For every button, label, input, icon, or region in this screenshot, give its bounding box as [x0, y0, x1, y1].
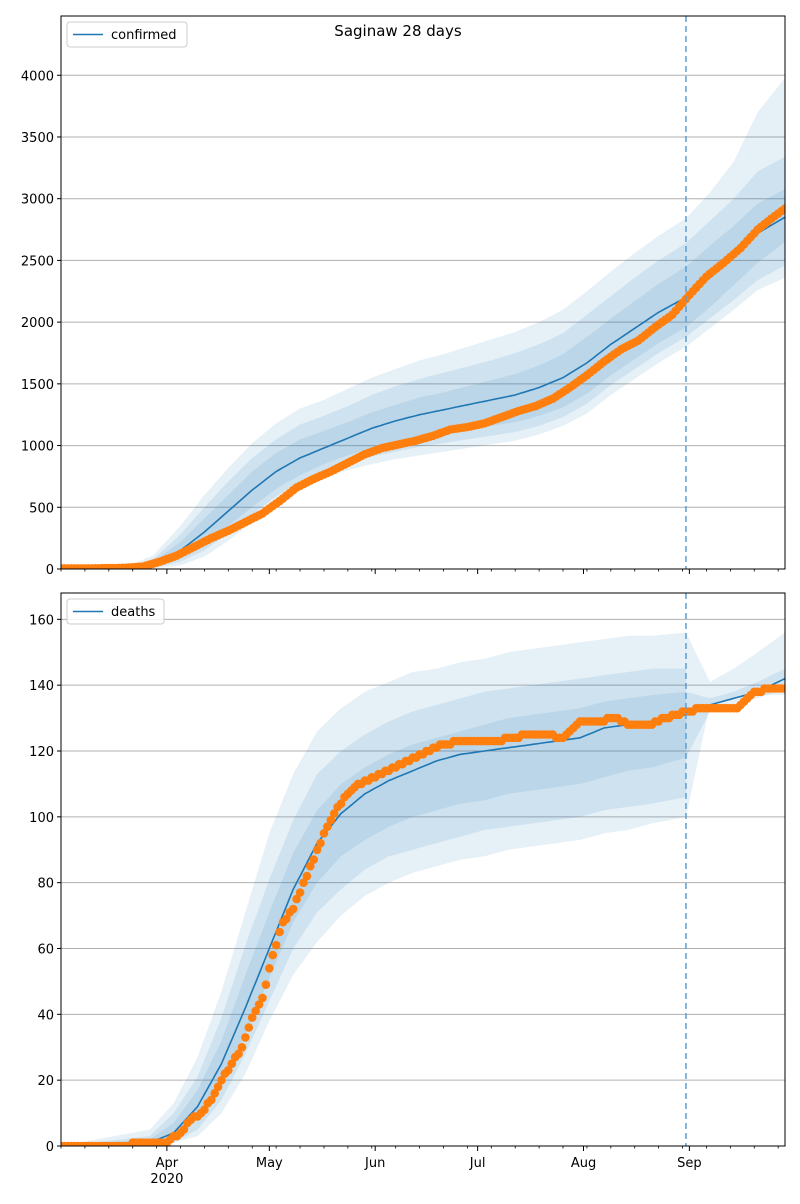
y-tick-label: 500	[29, 501, 54, 516]
observed-point	[213, 1082, 223, 1092]
observed-point	[326, 815, 336, 825]
legend-label: confirmed	[111, 28, 177, 43]
observed-point	[200, 1105, 209, 1115]
observed-point	[271, 940, 281, 950]
y-tick-label: 3500	[21, 131, 54, 146]
observed-point	[309, 855, 319, 864]
plot-area	[61, 77, 785, 569]
y-tick-label: 3000	[21, 193, 54, 208]
observed-point	[780, 684, 785, 693]
legend: confirmed	[66, 21, 188, 48]
observed-point	[179, 1125, 189, 1134]
observed-point	[244, 1023, 254, 1032]
x-tick-label: Jul	[469, 1156, 486, 1171]
observed-series	[61, 684, 785, 1146]
deaths-panel: 0 20 40 60 80 100 120 140 160 Apr May Jun Jul Aug Sep 2…	[29, 592, 786, 1187]
y-tick-label: 60	[37, 943, 54, 958]
figure-title: Saginaw 28 days	[334, 22, 462, 40]
uncertainty-band-1	[61, 668, 686, 1146]
observed-point	[329, 809, 339, 818]
legend-box	[66, 598, 165, 625]
y-tick-label: 0	[46, 563, 54, 578]
observed-point	[224, 1066, 233, 1075]
y-tick-label: 2500	[21, 254, 54, 269]
y-tick-label: 1500	[21, 378, 54, 393]
observed-point	[312, 845, 322, 855]
y-tick-label: 20	[37, 1074, 54, 1089]
uncertainty-band-2	[61, 632, 785, 1146]
x-year-label: 2020	[150, 1172, 183, 1187]
observed-point	[275, 927, 284, 937]
x-tick-label: Sep	[677, 1156, 702, 1171]
x-tick-label: May	[256, 1156, 283, 1171]
y-tick-label: 80	[37, 877, 54, 892]
observed-point	[319, 829, 329, 838]
observed-point	[217, 1075, 226, 1085]
y-tick-label: 40	[37, 1008, 54, 1023]
y-tick-label: 0	[46, 1140, 54, 1155]
axes-frame	[60, 15, 786, 570]
x-tick-label: Apr	[156, 1156, 179, 1171]
observed-point	[251, 1006, 260, 1016]
legend-label: deaths	[111, 605, 156, 620]
observed-point	[241, 1033, 250, 1042]
observed-point	[780, 204, 785, 213]
legend: deaths	[66, 598, 165, 625]
uncertainty-band-2	[61, 77, 785, 569]
x-tick-label: Jun	[364, 1156, 385, 1171]
observed-point	[261, 980, 271, 989]
observed-point	[282, 914, 291, 924]
y-tick-label: 100	[29, 811, 54, 826]
y-tick-label: 140	[29, 679, 54, 694]
observed-point	[234, 1049, 243, 1059]
observed-point	[237, 1043, 247, 1052]
observed-point	[299, 878, 308, 887]
uncertainty-band-1	[61, 156, 785, 569]
observed-point	[258, 993, 267, 1003]
y-tick-label: 4000	[21, 69, 54, 84]
axes-frame	[60, 592, 786, 1147]
y-tick-label: 2000	[21, 316, 54, 331]
observed-point	[207, 1095, 216, 1105]
observed-point	[268, 950, 278, 960]
observed-point	[316, 838, 325, 848]
y-tick-label: 120	[29, 745, 54, 760]
observed-point	[288, 904, 298, 914]
uncertainty-band-0	[61, 668, 785, 1146]
legend-box	[66, 21, 188, 48]
observed-point	[265, 964, 274, 973]
y-tick-label: 160	[29, 613, 54, 628]
observed-point	[247, 1013, 257, 1022]
observed-point	[254, 1000, 264, 1009]
confirmed-panel: 0 500 1000 1500 2000 2500 3000 3500 4000 confirme…	[21, 15, 786, 578]
observed-point	[227, 1059, 237, 1068]
observed-point	[210, 1089, 219, 1098]
observed-point	[302, 871, 312, 881]
x-tick-label: Aug	[571, 1156, 596, 1171]
y-tick-label: 1000	[21, 440, 54, 455]
observed-point	[292, 894, 301, 904]
observed-point	[323, 822, 332, 831]
observed-point	[295, 888, 305, 897]
observed-point	[336, 799, 346, 808]
observed-point	[306, 861, 315, 871]
plot-area	[61, 632, 785, 1146]
observed-series	[61, 204, 785, 569]
